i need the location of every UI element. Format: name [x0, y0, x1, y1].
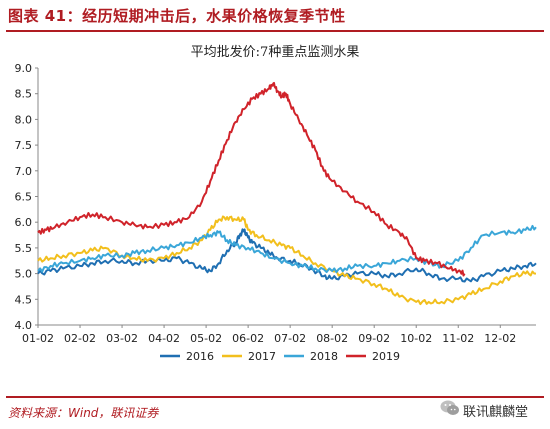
watermark: 联讯麒麟堂 — [463, 405, 529, 420]
legend-label-2017: 2017 — [248, 350, 276, 363]
x-tick-label: 09-02 — [358, 332, 390, 345]
series-line-2016 — [37, 228, 537, 283]
y-tick-label: 6.0 — [15, 216, 33, 229]
y-tick-label: 5.5 — [15, 242, 33, 255]
y-tick-label: 7.5 — [15, 139, 33, 152]
line-chart: 平均批发价:7种重点监测水果 4.0 4.5 5.0 5.5 6.0 6.5 7.0 7.5 8… — [15, 44, 537, 363]
x-tick-label: 06-02 — [232, 332, 264, 345]
series-layer — [37, 81, 537, 306]
x-tick-label: 04-02 — [148, 332, 180, 345]
legend: 2016 2017 2018 2019 — [160, 350, 400, 363]
figure-title: 图表 41：经历短期冲击后，水果价格恢复季节性 — [8, 7, 346, 25]
x-tick-label: 11-02 — [442, 332, 474, 345]
y-tick-label: 4.0 — [15, 319, 33, 332]
y-tick-label: 6.5 — [15, 191, 33, 204]
source-note: 资料来源：Wind，联讯证券 — [8, 406, 159, 420]
series-line-2017 — [37, 215, 537, 306]
x-tick-label: 02-02 — [64, 332, 96, 345]
x-tick-label: 10-02 — [400, 332, 432, 345]
series-line-2019 — [37, 81, 466, 277]
y-tick-label: 7.0 — [15, 165, 33, 178]
x-tick-label: 05-02 — [190, 332, 222, 345]
top-divider — [6, 30, 544, 32]
bottom-divider — [6, 396, 544, 398]
y-tick-label: 9.0 — [15, 62, 33, 75]
x-axis: 01-02 02-02 03-02 04-02 05-02 06-02 07-02 08-02… — [22, 324, 536, 345]
y-tick-label: 8.5 — [15, 88, 33, 101]
y-axis: 4.0 4.5 5.0 5.5 6.0 6.5 7.0 7.5 8.0 8.5 9.0 — [15, 62, 39, 332]
y-tick-label: 8.0 — [15, 113, 33, 126]
x-tick-label: 12-02 — [484, 332, 516, 345]
x-tick-label: 08-02 — [316, 332, 348, 345]
wechat-icon — [440, 400, 459, 415]
y-tick-label: 5.0 — [15, 268, 33, 281]
x-tick-label: 07-02 — [274, 332, 306, 345]
legend-label-2016: 2016 — [186, 350, 214, 363]
chart-title: 平均批发价:7种重点监测水果 — [191, 44, 360, 60]
legend-label-2019: 2019 — [372, 350, 400, 363]
x-tick-label: 03-02 — [106, 332, 138, 345]
y-tick-label: 4.5 — [15, 293, 33, 306]
legend-label-2018: 2018 — [310, 350, 338, 363]
x-tick-label: 01-02 — [22, 332, 54, 345]
series-line-2018 — [37, 224, 537, 274]
